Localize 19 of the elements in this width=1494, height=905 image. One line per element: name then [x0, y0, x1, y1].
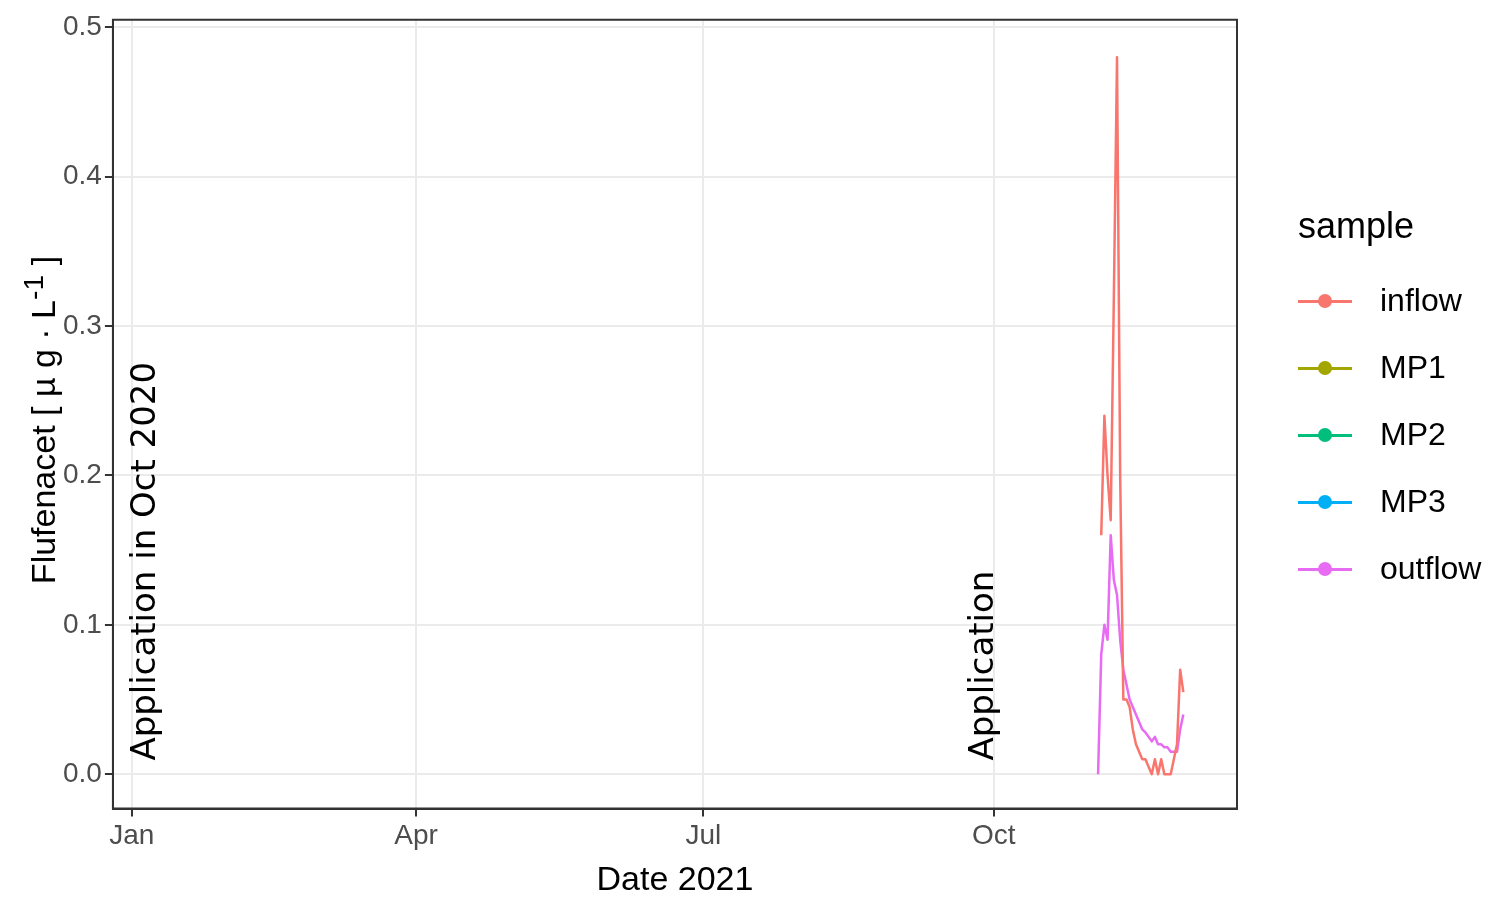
annotation: Application [960, 570, 1001, 761]
legend-label: outflow [1380, 550, 1482, 587]
legend-label: MP1 [1380, 349, 1446, 386]
x-tick-label: Jul [685, 819, 722, 851]
x-tick-label: Jan [109, 819, 155, 851]
legend-label: MP2 [1380, 416, 1446, 453]
y-tick-label: 0.0 [62, 756, 102, 788]
y-tick-label: 0.4 [62, 159, 102, 191]
x-tick-label: Apr [394, 819, 438, 851]
y-tick-label: 0.5 [62, 9, 102, 41]
annotation: Application in Oct 2020 [123, 361, 164, 761]
legend-title: sample [1298, 205, 1416, 247]
legend-label: inflow [1380, 282, 1462, 319]
y-tick-label: 0.1 [62, 607, 102, 639]
y-tick-label: 0.2 [62, 458, 102, 490]
x-axis-title: Date 2021 [596, 858, 754, 897]
legend-label: MP3 [1380, 483, 1446, 520]
y-tick-label: 0.3 [62, 308, 102, 340]
x-tick-label: Oct [972, 819, 1016, 851]
